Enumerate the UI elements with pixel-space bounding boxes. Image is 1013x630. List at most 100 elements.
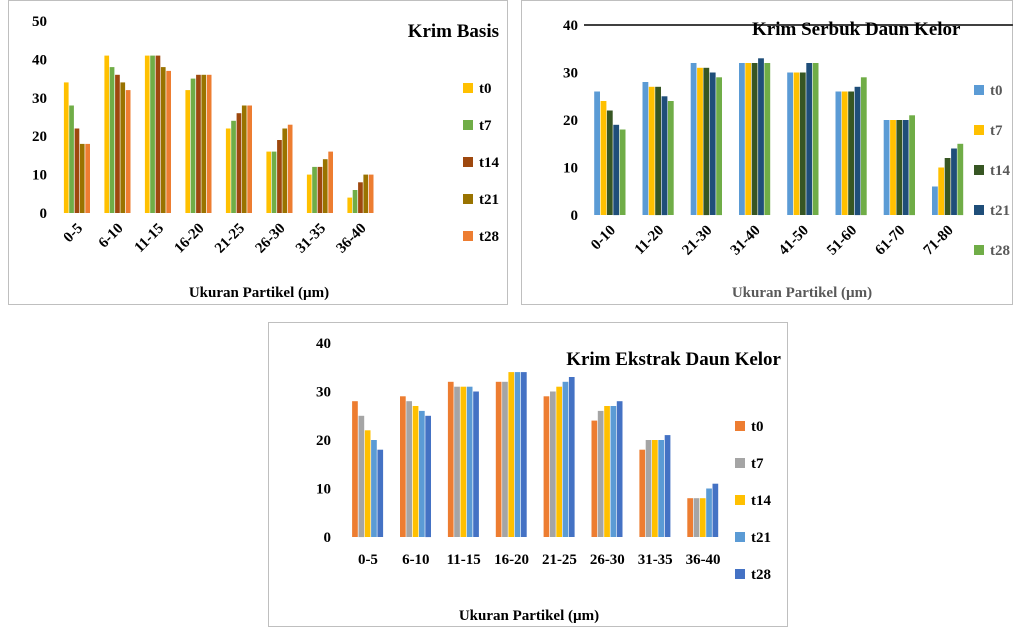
x-tick-label: 21-25 [212, 221, 248, 257]
bar-t7-6-10 [109, 67, 115, 213]
legend-label-t7: t7 [479, 118, 492, 134]
bar-t28-11-15 [166, 70, 171, 214]
bar-t7-16-20 [502, 381, 508, 537]
bar-t7-6-10 [406, 401, 412, 537]
y-tick-label: 20 [316, 433, 331, 449]
bar-t21-31-35 [658, 440, 664, 537]
bar-t14-0-5 [74, 128, 80, 213]
bar-t14-16-20 [196, 74, 201, 213]
bar-t28-16-20 [521, 372, 527, 537]
bar-t21-71-80 [951, 148, 957, 215]
bar-t28-21-25 [247, 105, 252, 213]
bar-t7-31-35 [645, 440, 652, 537]
y-tick-label: 20 [563, 113, 578, 129]
x-tick-label: 36-40 [686, 552, 721, 568]
bar-t14-36-40 [358, 182, 363, 213]
bar-t28-36-40 [368, 174, 374, 213]
x-tick-label: 26-30 [590, 552, 625, 568]
y-tick-label: 30 [32, 91, 47, 107]
legend-swatch-t21 [974, 205, 984, 215]
bar-t0-31-35 [639, 449, 646, 537]
bar-t28-11-20 [667, 101, 674, 215]
y-tick-label: 10 [32, 168, 47, 184]
bar-t7-21-25 [231, 120, 236, 213]
bar-t7-11-20 [648, 86, 655, 216]
y-tick-label: 50 [32, 14, 47, 30]
bar-t0-6-10 [400, 396, 406, 537]
legend-label-t28: t28 [751, 567, 771, 583]
bar-t7-41-50 [793, 72, 800, 215]
x-tick-label: 61-70 [872, 223, 908, 259]
bar-t28-36-40 [712, 483, 719, 537]
chart-krim-ekstrak-daun-kelor-svg: 0 10 20 30 40 0-5 6-10 11-15 16-20 21-25 26-30 31-3… [316, 336, 782, 624]
legend-label-t7: t7 [990, 123, 1003, 139]
bar-t28-0-10 [619, 129, 626, 215]
bar-t14-11-15 [460, 386, 467, 537]
legend-swatch-t7 [735, 458, 745, 468]
x-tick-label: 41-50 [776, 223, 812, 259]
legend-label-t28: t28 [479, 229, 499, 245]
legend-label-t14: t14 [751, 493, 771, 509]
bar-t7-61-70 [890, 120, 896, 215]
chart-title: Krim Ekstrak Daun Kelor [566, 349, 781, 370]
bar-t28-6-10 [125, 90, 131, 213]
bar-t14-6-10 [115, 74, 120, 213]
legend-swatch-t28 [735, 569, 745, 579]
bar-t14-0-5 [364, 430, 371, 537]
bar-t0-61-70 [883, 120, 890, 215]
bar-t21-16-20 [514, 372, 521, 537]
y-tick-label: 10 [316, 482, 331, 498]
bar-t7-26-30 [597, 410, 604, 537]
bar-t14-0-10 [606, 110, 613, 215]
bar-t21-26-30 [282, 128, 288, 213]
legend-label-t28: t28 [990, 243, 1010, 259]
legend-label-t0: t0 [751, 419, 764, 435]
bar-t28-31-35 [664, 435, 671, 537]
chart-title: Krim Basis [408, 21, 499, 42]
bar-t28-31-35 [328, 151, 333, 213]
chart-krim-basis: 0 10 20 30 40 50 0-5 6-10 11-15 16-20 21-25 26-30 31… [8, 0, 508, 305]
chart-krim-serbuk-daun-kelor: 0 10 20 30 40 0-10 11-20 21-30 31-40 41-50 51-60 61… [521, 0, 1013, 305]
bar-t0-31-40 [739, 63, 745, 215]
bar-t21-0-5 [79, 143, 85, 213]
bar-t7-21-25 [550, 391, 556, 537]
bar-t0-0-10 [594, 91, 600, 215]
legend-swatch-t28 [974, 245, 984, 255]
bar-t0-21-25 [543, 396, 550, 537]
bar-t7-16-20 [190, 78, 196, 213]
legend-label-t0: t0 [990, 83, 1003, 99]
legend-swatch-t14 [463, 157, 473, 167]
bar-t21-36-40 [706, 488, 712, 537]
legend-swatch-t14 [974, 165, 984, 175]
bar-t14-6-10 [412, 406, 419, 537]
bar-t28-21-30 [716, 77, 722, 216]
bar-t7-11-15 [150, 55, 155, 213]
bar-t0-21-30 [690, 63, 697, 215]
bar-t21-21-25 [562, 381, 569, 537]
y-tick-label: 30 [316, 385, 331, 401]
legend-label-t7: t7 [751, 456, 764, 472]
x-tick-label: 11-20 [632, 223, 667, 258]
bar-t7-0-5 [358, 415, 365, 538]
bar-t0-26-30 [266, 151, 272, 213]
bar-t21-21-25 [241, 105, 247, 213]
bar-t28-11-15 [473, 391, 479, 537]
bar-t21-31-35 [322, 159, 328, 213]
y-tick-label: 10 [563, 161, 578, 177]
bar-t7-21-30 [697, 67, 703, 216]
bar-t14-36-40 [699, 498, 706, 537]
chart-title: Krim Serbuk Daun Kelor [752, 19, 961, 40]
bar-t21-16-20 [201, 74, 207, 213]
x-tick-label: 31-35 [638, 552, 673, 568]
y-tick-label: 0 [324, 530, 332, 546]
x-tick-label: 21-25 [542, 552, 577, 568]
bar-t28-31-40 [764, 63, 771, 215]
legend-swatch-t14 [735, 495, 745, 505]
bar-t14-21-25 [556, 386, 562, 537]
bar-t0-36-40 [347, 197, 353, 213]
bar-t21-6-10 [120, 82, 126, 214]
bar-t0-0-5 [63, 82, 69, 214]
bar-t21-26-30 [610, 406, 617, 537]
bar-t14-31-35 [317, 166, 323, 213]
bar-t28-26-30 [616, 401, 623, 537]
